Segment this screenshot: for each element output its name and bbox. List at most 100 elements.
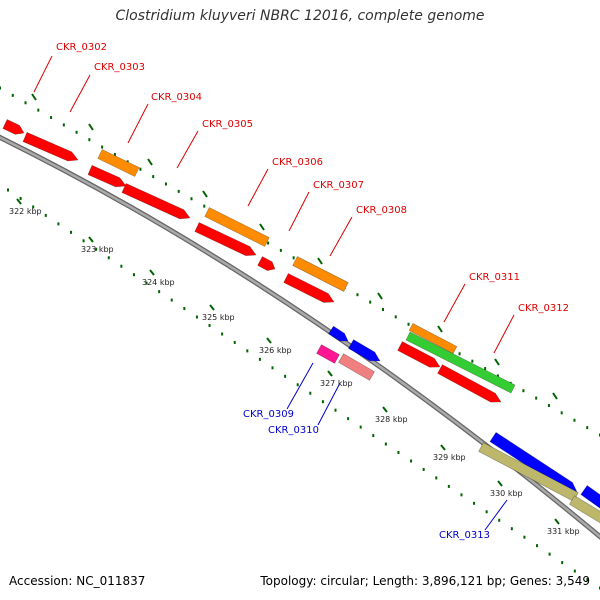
gene-bar [292, 256, 349, 292]
inner-tick-dot [170, 298, 173, 302]
gene-bar [316, 344, 340, 364]
gene-label: CKR_0313 [439, 530, 490, 541]
kbp-label: 331 kbp [547, 527, 580, 536]
gene-arrow [87, 165, 127, 188]
inner-tick-dot [107, 256, 110, 260]
backbone-track [0, 134, 600, 540]
outer-tick-dot [37, 108, 40, 112]
gene-label: CKR_0308 [356, 205, 407, 216]
inner-tick-dot [447, 484, 450, 488]
gene-bar [408, 323, 458, 354]
inner-tick-dot [221, 332, 224, 336]
outer-tick-dot [292, 256, 295, 260]
inner-tick-dot [321, 400, 324, 404]
inner-tick-dot [422, 467, 425, 471]
major-tick [552, 392, 558, 400]
inner-tick-dot [586, 578, 589, 582]
gene-bar [338, 353, 375, 381]
kbp-label: 327 kbp [320, 379, 353, 388]
inner-tick-dot [44, 213, 47, 217]
gene-callout-line [127, 103, 149, 144]
outer-tick-dot [522, 389, 525, 393]
outer-tick-dot [113, 152, 116, 156]
major-tick [382, 406, 388, 413]
gene-callout-line [493, 314, 515, 354]
gene-label: CKR_0307 [313, 180, 364, 191]
major-tick [497, 480, 503, 487]
inner-tick-dot [384, 442, 387, 446]
inner-tick-dot [82, 239, 85, 243]
kbp-label: 330 kbp [490, 489, 523, 498]
inner-tick-dot [7, 188, 9, 192]
major-tick [31, 93, 37, 101]
inner-tick-dot [120, 264, 123, 268]
outer-tick-dot [0, 86, 1, 90]
outer-tick-dot [279, 248, 282, 252]
major-tick [209, 304, 215, 311]
outer-tick-dot [560, 411, 563, 415]
gene-callout-line [484, 499, 508, 531]
outer-tick-dot [75, 130, 78, 134]
major-tick [88, 123, 94, 131]
outer-tick-dot [88, 138, 91, 142]
major-tick [88, 236, 94, 243]
gene-bar [405, 331, 516, 394]
outer-tick-dot [381, 307, 384, 311]
backbone-highlight [0, 136, 600, 539]
outer-tick-dot [164, 182, 167, 186]
gene-arrow [348, 339, 381, 362]
gene-arrow [194, 222, 257, 256]
gene-label: CKR_0310 [268, 425, 319, 436]
major-tick [440, 444, 446, 451]
genome-summary-text: Topology: circular; Length: 3,896,121 bp… [260, 574, 590, 588]
gene-arrow [257, 256, 276, 271]
major-tick [266, 337, 272, 344]
map-title: Clostridium kluyveri NBRC 12016, complet… [115, 8, 485, 24]
outer-tick-dot [547, 403, 550, 407]
gene-arrow [580, 485, 600, 509]
outer-tick-dot [177, 189, 180, 193]
gene-bar [478, 442, 579, 502]
gene-callout-line [329, 216, 353, 257]
kbp-label: 326 kbp [259, 346, 292, 355]
inner-tick-dot [460, 493, 463, 497]
gene-callout-line [443, 283, 466, 323]
inner-tick-dot [271, 366, 274, 370]
gene-bar [568, 495, 600, 524]
inner-tick-dot [397, 451, 400, 455]
major-tick [494, 358, 500, 366]
inner-tick-dot [246, 349, 249, 353]
inner-tick-dot [523, 535, 526, 539]
gene-callout-line [288, 191, 310, 232]
inner-tick-dot [19, 196, 22, 200]
major-tick [377, 292, 383, 300]
gene-bar [97, 149, 140, 177]
outer-tick-dot [203, 204, 206, 208]
gene-label: CKR_0306 [272, 157, 323, 168]
outer-tick-dot [11, 93, 14, 97]
gene-callout-line [33, 55, 53, 93]
outer-tick-dot [24, 101, 27, 105]
inner-tick-dot [208, 323, 211, 327]
outer-tick-dot [471, 359, 474, 363]
outer-tick-dot [535, 396, 538, 400]
gene-callout-line [176, 130, 199, 169]
inner-tick-dot [548, 552, 551, 556]
gene-callout-line [286, 362, 314, 410]
outer-tick-dot [126, 160, 129, 164]
inner-tick-dot [473, 501, 476, 505]
outer-tick-dot [356, 293, 359, 297]
outer-tick-dot [407, 322, 410, 326]
inner-tick-dot [573, 569, 576, 573]
inner-tick-dot [183, 307, 186, 311]
kbp-label: 322 kbp [9, 207, 42, 216]
inner-tick-dot [510, 527, 513, 531]
gene-label: CKR_0311 [469, 272, 520, 283]
inner-tick-dot [233, 340, 236, 344]
outer-tick-dot [50, 116, 53, 120]
inner-tick-dot [334, 408, 337, 412]
major-tick [437, 325, 443, 333]
major-tick [147, 158, 153, 166]
gene-label: CKR_0305 [202, 119, 253, 130]
